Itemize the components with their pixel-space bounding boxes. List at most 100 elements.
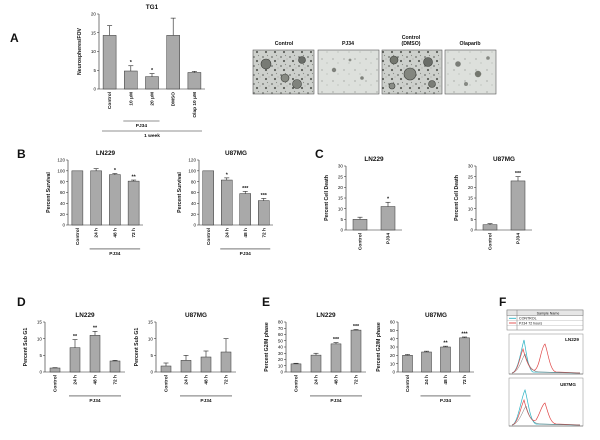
y-tick-label: 15 [338, 196, 344, 201]
y-tick-label: 0 [280, 370, 283, 375]
bar [187, 72, 202, 90]
significance-marker: ** [132, 174, 137, 180]
category-label: 48 h [112, 228, 118, 238]
chart-u87mg-cell-death: U87MG Percent Cell Death 0 5 10 15 20 25 30 Contr… [454, 156, 532, 250]
category-label: Control [294, 375, 300, 392]
y-tick-label: 10 [91, 49, 97, 54]
micrograph-label-pj34: PJ34 [342, 41, 354, 47]
category-label: 24 h [314, 375, 320, 385]
bar [402, 355, 413, 373]
flow-title-u87mg: U87MG [560, 382, 576, 387]
bar [290, 363, 302, 373]
category-label: 48 h [334, 375, 340, 385]
bar [352, 219, 368, 231]
y-axis-label: Percent Survival [46, 172, 52, 213]
bar [49, 367, 61, 373]
footer-label: 1 week [144, 133, 160, 139]
chart-title: LN229 [96, 150, 116, 157]
y-tick-label: 60 [278, 332, 284, 337]
bar [440, 346, 451, 373]
bar [166, 35, 180, 90]
flow-title-ln229: LN229 [565, 337, 579, 342]
category-label: Control [53, 375, 59, 392]
bar [258, 200, 270, 226]
chart-title: LN229 [316, 312, 336, 319]
category-label: 48 h [93, 375, 99, 385]
group-label: PJ34 [200, 398, 212, 404]
micrograph-label-control: Control [275, 41, 294, 47]
bar [202, 170, 214, 226]
micrograph-label-olaparib: Olaparib [459, 41, 480, 47]
y-tick-label: 40 [191, 201, 197, 206]
y-tick-label: 40 [278, 345, 284, 350]
category-label: 48 h [204, 375, 210, 385]
category-label: 24 h [73, 375, 79, 385]
chart-u87mg-g2m: U87MG Percent G2/M phase 0 10 20 30 40 50 60 Cont… [376, 312, 474, 404]
y-tick-label: 10 [338, 206, 344, 211]
bar [220, 351, 232, 373]
bar [330, 343, 342, 373]
category-label: 10 μM [128, 92, 134, 106]
y-tick-label: 60 [191, 190, 197, 195]
micrograph-label-control-dmso: Control (DMSO) [401, 35, 420, 47]
y-tick-label: 30 [390, 345, 396, 350]
y-tick-label: 20 [338, 185, 344, 190]
y-tick-label: 15 [91, 30, 97, 35]
category-label: 48 h [443, 375, 449, 385]
y-tick-label: 10 [148, 336, 154, 341]
significance-marker: ** [73, 334, 78, 340]
y-tick-label: 5 [93, 68, 96, 73]
y-tick-label: 0 [62, 223, 65, 228]
y-tick-label: 5 [150, 353, 153, 358]
y-tick-label: 15 [148, 320, 154, 325]
y-tick-label: 20 [91, 12, 97, 17]
y-tick-label: 80 [278, 320, 284, 325]
y-tick-label: 10 [390, 361, 396, 366]
bar [510, 180, 526, 231]
significance-marker: *** [242, 186, 249, 192]
significance-marker: * [387, 197, 390, 203]
panel-letter-d: D [17, 295, 26, 309]
panel-letter-f: F [499, 295, 506, 309]
bar [90, 170, 102, 226]
panel-letter-b: B [17, 147, 26, 161]
category-label: 72 h [224, 375, 230, 385]
significance-marker: * [151, 68, 154, 74]
y-tick-label: 120 [188, 158, 196, 163]
y-tick-label: 15 [37, 320, 43, 325]
y-tick-label: 0 [93, 87, 96, 92]
micrograph-control [252, 49, 315, 95]
category-label: 72 h [113, 375, 119, 385]
y-tick-label: 100 [57, 168, 65, 173]
y-tick-label: 50 [390, 328, 396, 333]
y-tick-label: 0 [470, 228, 473, 233]
chart-title: U87MG [493, 156, 515, 163]
flow-histogram-ln229: LN229 [508, 333, 584, 375]
y-tick-label: 40 [390, 336, 396, 341]
significance-marker: *** [461, 331, 468, 337]
y-tick-label: 60 [390, 320, 396, 325]
y-tick-label: 0 [392, 370, 395, 375]
bar [180, 360, 192, 373]
group-label: PJ34 [109, 251, 121, 257]
category-label: 72 h [131, 228, 137, 238]
y-tick-label: 20 [60, 212, 66, 217]
significance-marker: *** [515, 171, 522, 177]
chart-title: U87MG [225, 150, 247, 157]
significance-marker: * [226, 172, 229, 178]
bar [124, 70, 138, 90]
category-label: 72 h [261, 228, 267, 238]
y-tick-label: 20 [278, 357, 284, 362]
y-tick-label: 0 [39, 370, 42, 375]
category-label: 72 h [354, 375, 360, 385]
category-label: Control [164, 375, 170, 392]
bar [221, 179, 233, 226]
flow-legend-control: CONTROL [519, 317, 537, 321]
y-tick-label: 30 [338, 164, 344, 169]
y-tick-label: 0 [150, 370, 153, 375]
y-tick-label: 30 [278, 351, 284, 356]
micrograph-olaparib [444, 49, 497, 95]
y-tick-label: 15 [468, 196, 474, 201]
bar [102, 35, 117, 90]
y-tick-label: 80 [60, 179, 66, 184]
